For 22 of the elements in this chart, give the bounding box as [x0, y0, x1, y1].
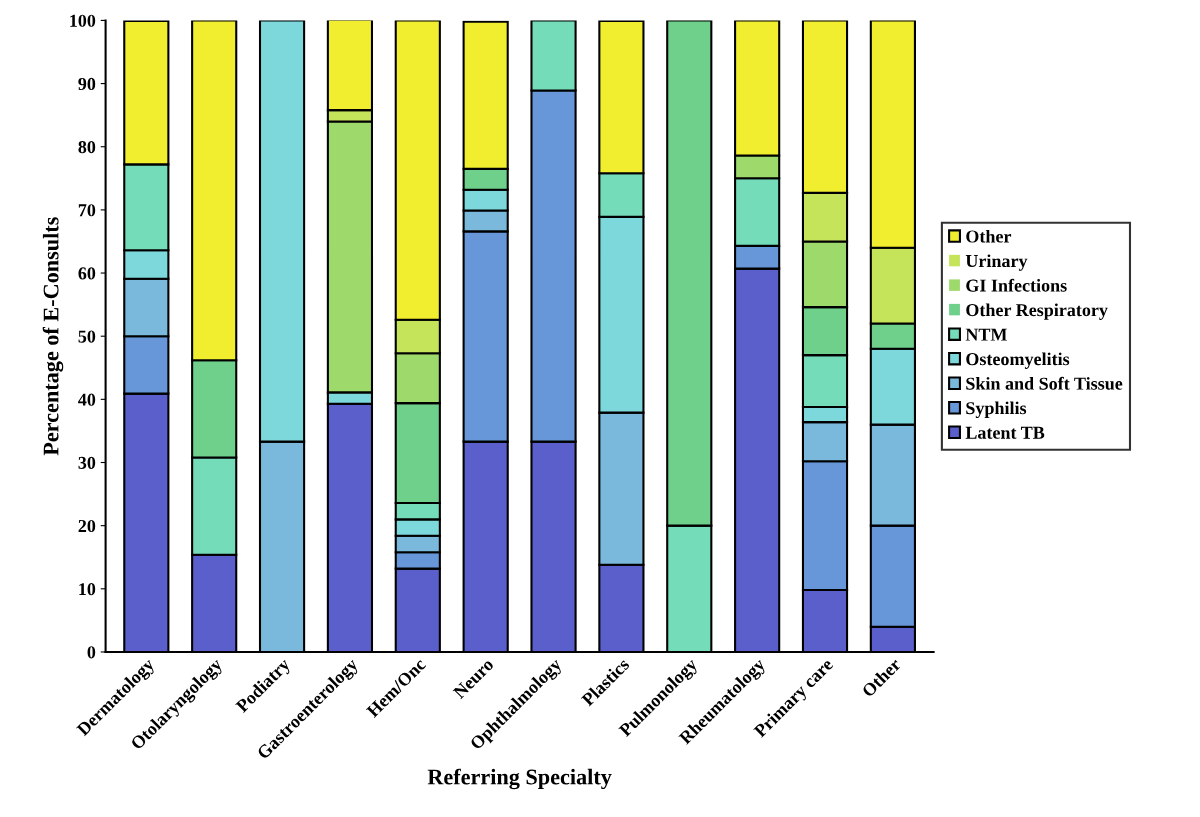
- y-tick-label: 50: [78, 330, 96, 343]
- y-tick-label: 70: [78, 204, 96, 217]
- legend-label: Skin and Soft Tissue: [966, 376, 1123, 390]
- legend-label: Osteomyelitis: [966, 352, 1070, 369]
- y-tick-label: 30: [78, 456, 96, 469]
- y-tick-label: 100: [70, 14, 96, 27]
- legend-label: Urinary: [965, 254, 1028, 271]
- y-tick-label: 90: [78, 77, 96, 91]
- y-tick-label: 40: [78, 393, 96, 406]
- x-axis-title: Referring Specialty: [427, 768, 612, 790]
- y-tick-label: 20: [78, 519, 96, 533]
- legend-label: Other: [966, 229, 1012, 243]
- legend-label: Latent TB: [965, 426, 1045, 439]
- legend-label: NTM: [965, 328, 1007, 341]
- legend-label: Syphilis: [966, 401, 1027, 418]
- y-tick-label: 60: [78, 267, 96, 280]
- y-axis-title: Percentage of E-Consults: [42, 217, 64, 456]
- legend-label: GI Infections: [966, 278, 1067, 292]
- y-tick-label: 80: [78, 140, 96, 154]
- legend-label: Other Respiratory: [966, 303, 1108, 320]
- y-tick-label: 0: [87, 646, 96, 659]
- y-tick-label: 10: [79, 583, 96, 596]
